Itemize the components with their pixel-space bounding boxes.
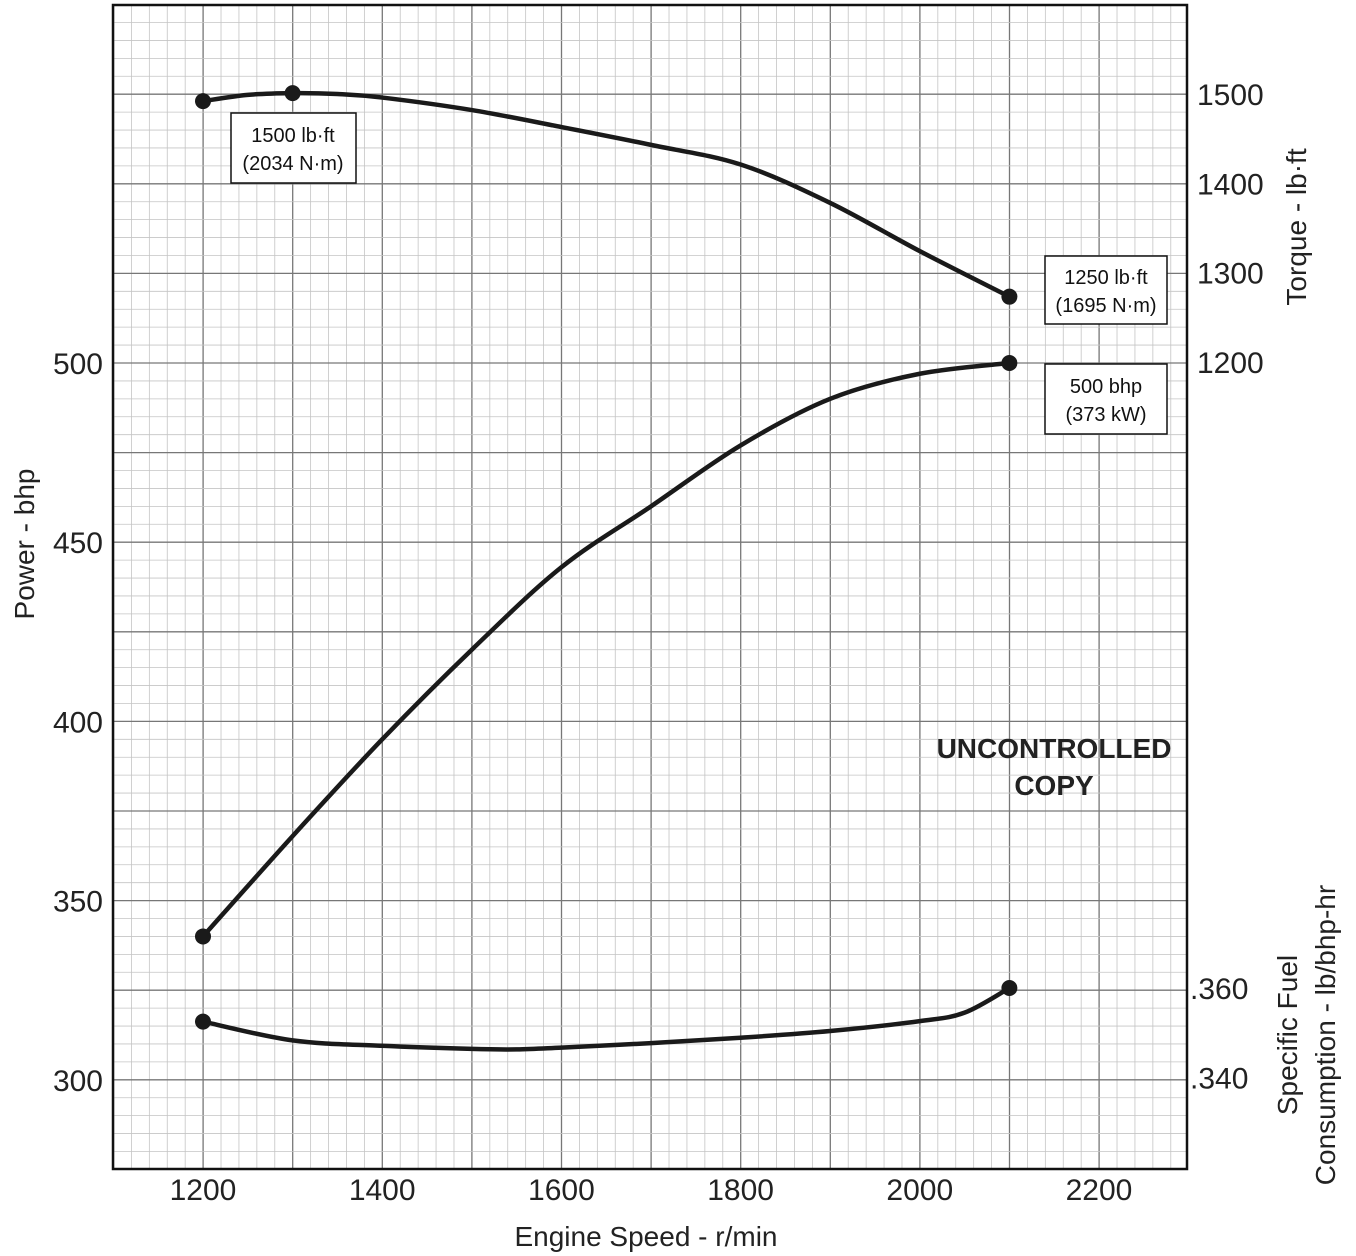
fuel-tick-label: .360 xyxy=(1190,973,1248,1006)
torque-tick-label: 1200 xyxy=(1197,347,1264,380)
peak-torque-callout: 1500 lb·ft (2034 N·m) xyxy=(230,112,357,184)
x-tick-label: 2000 xyxy=(886,1174,953,1207)
torque-marker xyxy=(1001,288,1018,305)
rated-power-callout: 500 bhp (373 kW) xyxy=(1044,363,1168,435)
torque-tick-label: 1400 xyxy=(1197,168,1264,201)
rated-torque-metric: (1695 N·m) xyxy=(1055,295,1156,317)
x-tick-label: 1800 xyxy=(707,1174,774,1207)
fuel-curve xyxy=(200,985,1012,1052)
power-curve xyxy=(200,360,1012,939)
peak-torque-label: 1500 lb·ft xyxy=(251,125,335,147)
torque-tick-label: 1500 xyxy=(1197,79,1264,112)
x-tick-label: 1200 xyxy=(170,1174,237,1207)
plot-frame xyxy=(111,3,1189,1171)
x-axis-ticks: 1200 1400 1600 1800 2000 2200 xyxy=(170,1174,1133,1207)
power-axis-ticks: 300 350 400 450 500 xyxy=(53,348,103,1098)
uncontrolled-copy-stamp: UNCONTROLLED COPY xyxy=(937,733,1172,801)
data-curves xyxy=(195,85,1018,1052)
peak-torque-metric: (2034 N·m) xyxy=(242,153,343,175)
torque-axis-title: Torque - lb·ft xyxy=(1281,148,1312,305)
fuel-marker xyxy=(195,1013,211,1030)
rated-power-metric: (373 kW) xyxy=(1065,404,1146,426)
x-tick-label: 2200 xyxy=(1066,1174,1133,1207)
rated-torque-label: 1250 lb·ft xyxy=(1064,267,1148,289)
power-marker xyxy=(1001,355,1018,371)
power-axis-title: Power - bhp xyxy=(9,469,40,620)
power-tick-label: 450 xyxy=(53,527,103,560)
torque-marker xyxy=(284,85,301,102)
x-tick-label: 1600 xyxy=(528,1174,595,1207)
rated-torque-callout: 1250 lb·ft (1695 N·m) xyxy=(1044,255,1168,325)
rated-power-label: 500 bhp xyxy=(1070,376,1142,398)
torque-tick-label: 1300 xyxy=(1197,258,1264,291)
power-tick-label: 400 xyxy=(53,706,103,739)
fuel-axis-title-line2: Consumption - lb/bhp-hr xyxy=(1310,885,1341,1185)
fuel-tick-label: .340 xyxy=(1190,1063,1248,1096)
stamp-line1: UNCONTROLLED xyxy=(937,733,1172,764)
power-tick-label: 500 xyxy=(53,348,103,381)
torque-marker xyxy=(195,93,211,110)
fuel-marker xyxy=(1001,980,1018,996)
torque-axis-ticks: 1200 1300 1400 1500 xyxy=(1197,79,1264,380)
x-axis-title: Engine Speed - r/min xyxy=(514,1221,777,1252)
fuel-axis-title-line1: Specific Fuel xyxy=(1272,955,1303,1115)
x-tick-label: 1400 xyxy=(349,1174,416,1207)
power-tick-label: 300 xyxy=(53,1065,103,1098)
power-marker xyxy=(195,928,211,945)
chart-grid xyxy=(112,5,1187,1169)
power-tick-label: 350 xyxy=(53,886,103,919)
fuel-axis-ticks: .340 .360 xyxy=(1190,973,1248,1096)
stamp-line2: COPY xyxy=(1014,770,1094,801)
